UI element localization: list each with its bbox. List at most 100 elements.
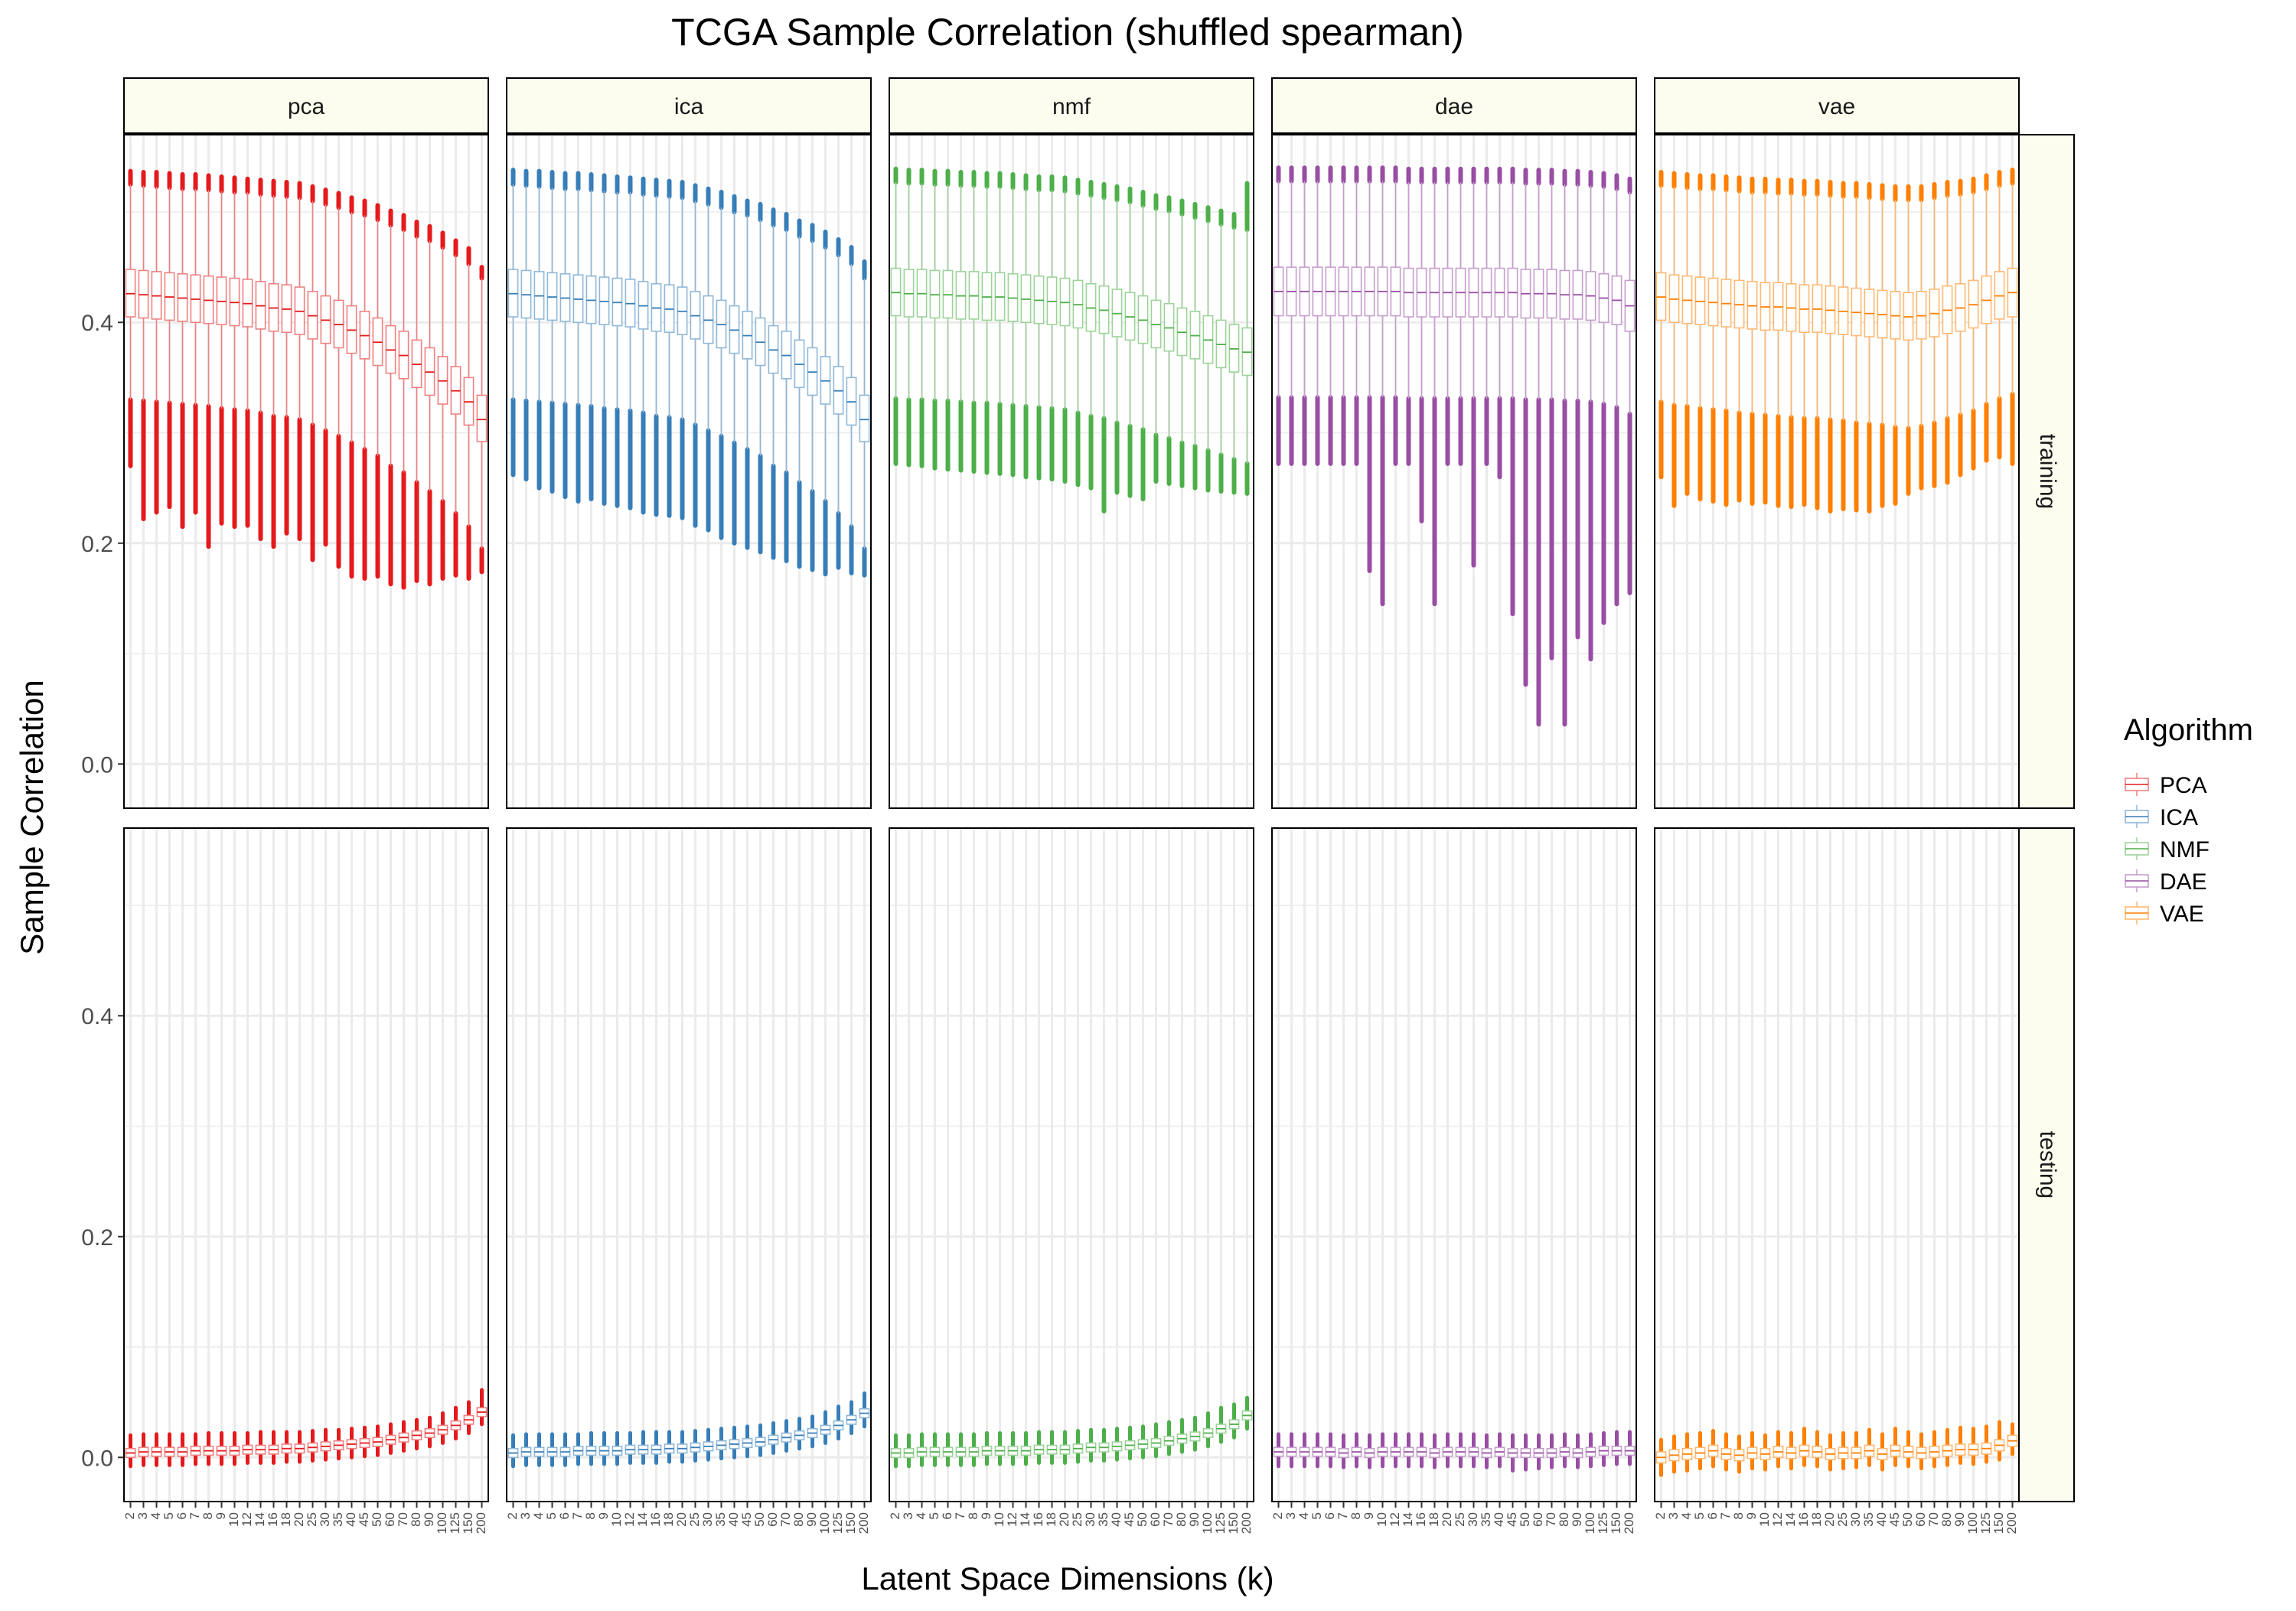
- box-DAE-testing-5: [1312, 1432, 1323, 1469]
- box-NMF-training-5: [929, 168, 941, 471]
- box-PCA-testing-50: [372, 1424, 383, 1457]
- facet-strip-dae: [1271, 77, 1637, 134]
- x-tick-label: 2: [505, 1512, 520, 1519]
- box-VAE-testing-150: [1994, 1420, 2005, 1462]
- box-VAE-training-125: [1981, 173, 1992, 463]
- box-DAE-training-20: [1442, 166, 1453, 466]
- box-VAE-testing-50: [1903, 1430, 1914, 1469]
- box-ICA-testing-80: [794, 1417, 805, 1451]
- box-DAE-training-2: [1273, 165, 1284, 466]
- box-PCA-training-30: [320, 188, 331, 547]
- box-VAE-testing-7: [1720, 1432, 1732, 1472]
- legend-entry-ica: ICA: [2124, 804, 2198, 830]
- box-DAE-training-12: [1390, 165, 1401, 466]
- box-DAE-training-100: [1585, 170, 1596, 662]
- box-NMF-testing-30: [1085, 1427, 1097, 1463]
- box-ICA-training-2: [507, 168, 519, 478]
- x-tick-label: 2: [888, 1512, 902, 1519]
- x-tick-label: 90: [1952, 1512, 1967, 1527]
- x-tick-label: 9: [1362, 1512, 1376, 1519]
- box-ICA-testing-50: [755, 1423, 766, 1457]
- row-label-testing: testing: [2035, 1131, 2060, 1198]
- box-NMF-training-60: [1150, 193, 1162, 484]
- box-VAE-testing-18: [1812, 1430, 1823, 1469]
- box-VAE-training-5: [1694, 173, 1706, 502]
- box-VAE-testing-30: [1851, 1431, 1862, 1469]
- box-DAE-training-18: [1429, 166, 1440, 607]
- panel-background: [507, 828, 871, 1502]
- box-ICA-training-4: [533, 168, 545, 491]
- box-VAE-testing-60: [1916, 1432, 1927, 1471]
- box-NMF-testing-35: [1098, 1427, 1110, 1463]
- legend-title: Algorithm: [2124, 713, 2253, 747]
- box-VAE-testing-200: [2007, 1422, 2018, 1456]
- panel-border: [1654, 827, 2020, 1502]
- x-tick-label: 30: [1083, 1512, 1097, 1527]
- box-PCA-testing-90: [424, 1415, 435, 1449]
- x-tick-label: 100: [817, 1512, 832, 1534]
- box-PCA-training-70: [398, 213, 409, 590]
- box-PCA-testing-3: [138, 1432, 149, 1467]
- box-NMF-testing-18: [1046, 1430, 1058, 1466]
- x-tick-label: 80: [791, 1512, 806, 1527]
- x-tick-label: 125: [830, 1512, 845, 1534]
- box-NMF-training-9: [981, 171, 993, 475]
- x-tick-label: 10: [1757, 1512, 1772, 1527]
- x-tick-label: 6: [940, 1512, 954, 1519]
- box-PCA-training-125: [450, 238, 461, 578]
- legend-label-pca: PCA: [2160, 773, 2207, 798]
- box-PCA-training-6: [177, 171, 188, 530]
- x-tick-label: 7: [570, 1512, 585, 1519]
- x-tick-label: 40: [1109, 1512, 1124, 1527]
- box-VAE-training-150: [1994, 170, 2005, 460]
- panel-border: [1271, 134, 1637, 809]
- x-tick-label: 40: [344, 1512, 358, 1527]
- panel-ica-testing: [506, 827, 872, 1502]
- panel-pca-testing: [123, 827, 489, 1502]
- x-tick-label: 30: [318, 1512, 332, 1527]
- box-DAE-training-10: [1377, 165, 1388, 607]
- box-ICA-training-20: [677, 180, 688, 520]
- box-VAE-training-80: [1942, 180, 1953, 485]
- panels-layer: pca ica nmf dae vae training testing 0.0 0.2 0.4 0…: [81, 77, 2075, 1534]
- x-tick-label: 5: [544, 1512, 559, 1519]
- box-NMF-training-100: [1202, 205, 1214, 493]
- box-ICA-testing-20: [677, 1430, 688, 1464]
- x-tick-label: 80: [1557, 1512, 1571, 1527]
- facet-strip-vae: [1654, 77, 2020, 134]
- box-NMF-testing-200: [1241, 1395, 1253, 1431]
- x-tick-label: 45: [1122, 1512, 1137, 1527]
- x-tick-label: 60: [765, 1512, 780, 1527]
- panel-vae-testing: [1654, 827, 2020, 1502]
- box-VAE-testing-35: [1864, 1427, 1875, 1467]
- box-DAE-training-35: [1481, 166, 1492, 466]
- box-PCA-training-9: [216, 174, 227, 526]
- panel-border: [506, 827, 872, 1502]
- x-tick-label: 70: [1161, 1512, 1176, 1527]
- box-VAE-testing-2: [1655, 1437, 1667, 1477]
- x-tick-label: 80: [1939, 1512, 1954, 1527]
- panel-ica-training: [506, 134, 872, 809]
- facet-strip-nmf: [889, 77, 1254, 134]
- box-NMF-testing-25: [1072, 1429, 1084, 1464]
- box-NMF-testing-12: [1007, 1431, 1019, 1466]
- box-DAE-training-150: [1611, 173, 1623, 607]
- box-DAE-training-25: [1455, 166, 1466, 466]
- box-DAE-testing-2: [1273, 1432, 1284, 1469]
- box-VAE-testing-70: [1929, 1430, 1940, 1469]
- box-DAE-training-8: [1351, 165, 1362, 466]
- x-tick-label: 70: [1926, 1512, 1941, 1527]
- x-tick-label: 5: [161, 1512, 176, 1519]
- x-tick-label: 6: [1322, 1512, 1337, 1519]
- legend-label-nmf: NMF: [2160, 837, 2210, 863]
- legend-label-dae: DAE: [2160, 869, 2207, 895]
- x-tick-label: 30: [1848, 1512, 1863, 1527]
- y-tick-label: 0.4: [81, 1004, 113, 1029]
- box-VAE-training-50: [1903, 184, 1914, 496]
- x-tick-label: 5: [1309, 1512, 1324, 1519]
- box-NMF-training-80: [1176, 198, 1188, 488]
- x-tick-label: 70: [778, 1512, 793, 1527]
- box-PCA-testing-10: [229, 1431, 240, 1466]
- x-tick-label: 80: [1174, 1512, 1189, 1527]
- box-NMF-testing-60: [1150, 1422, 1162, 1459]
